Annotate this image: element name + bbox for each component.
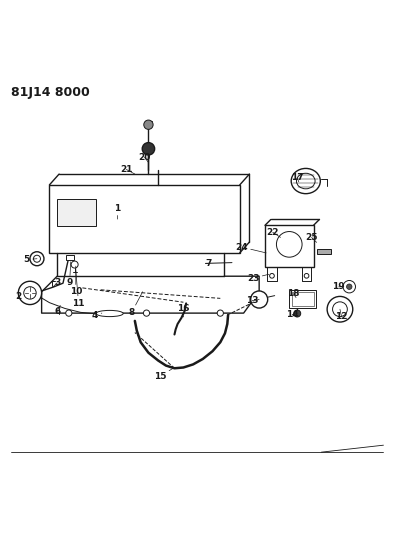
Text: 25: 25 [305,233,318,243]
Text: 1: 1 [114,204,121,219]
Text: 21: 21 [120,165,135,174]
Text: 10: 10 [70,266,82,296]
Circle shape [30,252,44,266]
Circle shape [269,273,274,278]
Bar [66,255,74,260]
Text: 81J14 8000: 81J14 8000 [11,86,89,99]
Text: 16: 16 [177,304,190,317]
Circle shape [294,310,301,317]
Bar [290,290,316,309]
Circle shape [347,284,352,289]
Text: 23: 23 [247,273,269,282]
Text: 11: 11 [72,270,85,308]
Text: 15: 15 [154,367,175,381]
Text: 6: 6 [54,305,60,316]
Circle shape [143,310,150,316]
Circle shape [343,280,355,293]
Text: 20: 20 [138,153,151,163]
Text: 12: 12 [335,309,348,321]
Text: 18: 18 [287,289,299,298]
Circle shape [142,143,155,155]
Circle shape [277,231,302,257]
Text: 3: 3 [53,278,60,287]
Text: 5: 5 [24,255,37,264]
Text: 2: 2 [15,292,21,301]
Text: 14: 14 [286,310,299,319]
Ellipse shape [296,173,315,189]
Circle shape [327,296,353,322]
Circle shape [71,261,78,268]
Text: 9: 9 [67,262,73,287]
Circle shape [144,120,153,130]
Text: 8: 8 [128,292,143,317]
Bar [317,249,331,254]
Circle shape [24,287,36,299]
Text: 24: 24 [235,243,266,253]
Circle shape [217,310,223,316]
Bar [292,292,314,306]
Ellipse shape [96,310,123,317]
Circle shape [304,273,309,278]
Text: 13: 13 [246,296,259,305]
Circle shape [18,281,42,304]
Circle shape [33,255,41,262]
Bar [265,225,314,267]
Text: 22: 22 [266,228,281,237]
Text: 19: 19 [333,282,345,291]
Text: 4: 4 [92,311,102,320]
Ellipse shape [291,168,320,193]
Polygon shape [49,185,240,253]
Text: 7: 7 [205,259,212,268]
Circle shape [66,310,72,316]
Circle shape [251,291,268,308]
Text: 17: 17 [291,173,303,182]
Bar [57,198,96,225]
Circle shape [333,302,348,317]
